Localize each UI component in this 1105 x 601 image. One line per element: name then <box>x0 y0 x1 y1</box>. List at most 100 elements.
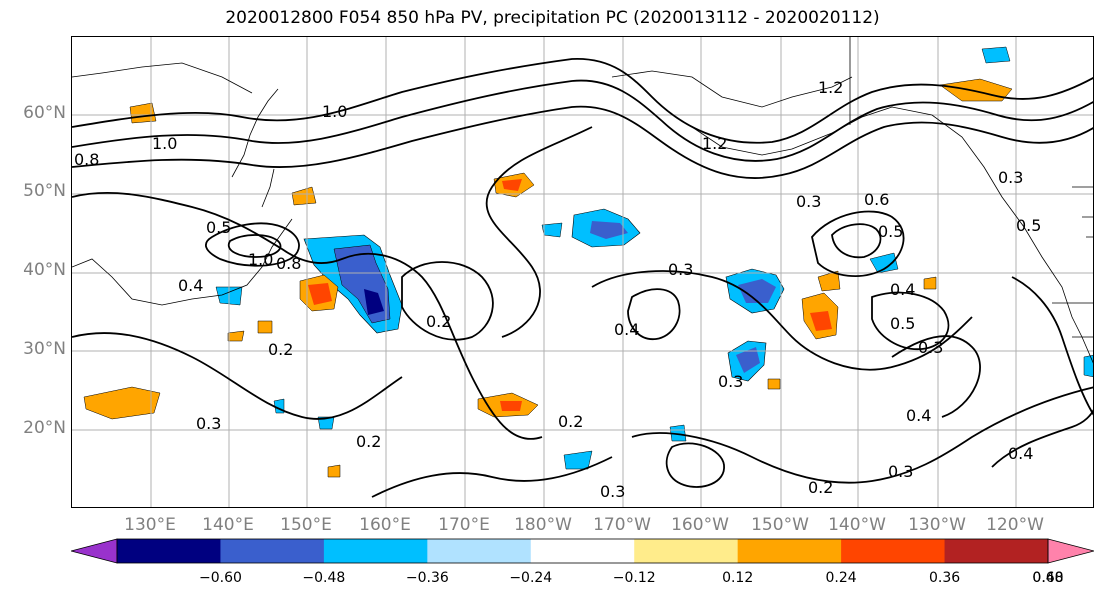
colorbar-extension-low <box>71 538 118 564</box>
colorbar-tick-label: 0.60 <box>1032 570 1064 586</box>
lat-label-30n: 30°N <box>23 339 66 359</box>
lon-label-130w: 130°W <box>908 515 966 535</box>
precip-positive-area <box>500 401 522 411</box>
precip-negative-area <box>541 222 563 238</box>
contour-label: 1.0 <box>248 250 273 269</box>
contour-label: 0.3 <box>600 482 625 501</box>
contour-label: 0.3 <box>668 260 693 279</box>
lat-label-50n: 50°N <box>23 181 66 201</box>
contour-label: 1.0 <box>322 102 347 121</box>
coastlines <box>72 37 1093 364</box>
precip-positive-area <box>308 283 332 305</box>
precip-positive-area <box>83 386 161 420</box>
contour-labels: 0.8 1.0 1.0 0.5 1.0 0.8 0.4 0.2 0.3 0.2 … <box>74 78 1041 501</box>
colorbar-frame <box>116 538 1049 564</box>
lon-label-160e: 160°E <box>359 515 411 535</box>
lon-label-140e: 140°E <box>202 515 254 535</box>
contour-label: 0.2 <box>808 478 833 497</box>
precip-negative-area <box>738 279 776 303</box>
contour-label: 1.2 <box>702 134 727 153</box>
colorbar-segment <box>841 539 946 563</box>
precip-positive-area <box>291 186 317 206</box>
lon-label-140w: 140°W <box>828 515 886 535</box>
colorbar-tick-label: 0.24 <box>825 570 857 586</box>
precip-negative-area <box>563 450 593 470</box>
lon-label-150w: 150°W <box>751 515 809 535</box>
contour-label: 0.8 <box>276 254 301 273</box>
contour-label: 0.5 <box>206 218 231 237</box>
contour-label: 0.3 <box>998 168 1023 187</box>
contour-label: 0.6 <box>864 190 889 209</box>
colorbar-segment <box>117 539 221 563</box>
contour-label: 0.3 <box>796 192 821 211</box>
precip-negative-area <box>669 424 687 442</box>
precip-positive-area <box>327 464 341 478</box>
colorbar-tick-label: −0.36 <box>405 570 449 586</box>
map-canvas: 0.8 1.0 1.0 0.5 1.0 0.8 0.4 0.2 0.3 0.2 … <box>72 37 1093 507</box>
contour-label: 0.2 <box>268 340 293 359</box>
lat-label-20n: 20°N <box>23 418 66 438</box>
map-title: 2020012800 F054 850 hPa PV, precipitatio… <box>225 8 880 28</box>
precip-negative-area <box>981 46 1011 64</box>
contour-label: 0.4 <box>890 280 915 299</box>
precip-negative-area <box>317 416 335 430</box>
colorbar-segment <box>427 539 532 563</box>
precip-positive-area <box>227 330 245 342</box>
contour-label: 1.0 <box>152 134 177 153</box>
precip-positive-area <box>923 276 937 290</box>
contour-label: 0.4 <box>906 406 931 425</box>
lon-label-170w: 170°W <box>593 515 651 535</box>
contour-label: 0.5 <box>890 314 915 333</box>
map-panel[interactable]: 0.8 1.0 1.0 0.5 1.0 0.8 0.4 0.2 0.3 0.2 … <box>71 36 1094 508</box>
contour-label: 0.4 <box>614 320 639 339</box>
graticule <box>72 37 1093 507</box>
contour-label: 0.2 <box>356 432 381 451</box>
contour-label: 0.3 <box>196 414 221 433</box>
contour-label: 0.3 <box>718 372 743 391</box>
lon-label-170e: 170°E <box>438 515 490 535</box>
lat-label-40n: 40°N <box>23 260 66 280</box>
contour-label: 0.4 <box>1008 444 1033 463</box>
colorbar-segment <box>944 539 1049 563</box>
colorbar-tick-label: 0.12 <box>722 570 754 586</box>
contour-label: 0.5 <box>1016 216 1041 235</box>
colorbar-segment <box>737 539 842 563</box>
precip-negative-area <box>364 289 384 315</box>
contour-label: 1.2 <box>818 78 843 97</box>
contour-label: 0.2 <box>558 412 583 431</box>
colorbar-tick-label: −0.48 <box>302 570 346 586</box>
lon-label-160w: 160°W <box>671 515 729 535</box>
contour-label: 0.8 <box>74 150 99 169</box>
colorbar-segment <box>530 539 635 563</box>
colorbar-tick-label: 0.48 <box>1032 570 1064 586</box>
colorbar-extension-high <box>1047 538 1094 564</box>
colorbar-tick-label: −0.60 <box>198 570 242 586</box>
contour-label: 0.5 <box>878 222 903 241</box>
colorbar-tick-label: −0.12 <box>612 570 656 586</box>
contour-label: 0.4 <box>178 276 203 295</box>
colorbar-segment <box>634 539 739 563</box>
lon-label-120w: 120°W <box>986 515 1044 535</box>
precip-positive-area <box>767 378 781 390</box>
colorbar-tick-label: −0.24 <box>509 570 553 586</box>
colorbar-segment <box>220 539 325 563</box>
colorbar-segment <box>323 539 428 563</box>
lat-label-60n: 60°N <box>23 103 66 123</box>
lon-label-130e: 130°E <box>124 515 176 535</box>
precip-positive-area <box>129 102 157 124</box>
precip-negative-area <box>590 221 628 239</box>
contour-label: 0.3 <box>918 338 943 357</box>
precip-negative-area <box>869 252 899 274</box>
precip-positive-area <box>502 179 522 191</box>
precip-positive-area <box>810 311 832 331</box>
pv-contours <box>72 58 1093 498</box>
precip-negative-area <box>736 347 760 373</box>
lon-label-150e: 150°E <box>280 515 332 535</box>
contour-label: 0.3 <box>888 462 913 481</box>
precip-shading <box>83 46 1093 478</box>
lon-label-180w: 180°W <box>514 515 572 535</box>
colorbar <box>71 538 1094 564</box>
colorbar-tick-label: 0.36 <box>928 570 961 586</box>
contour-label: 0.2 <box>426 312 451 331</box>
precip-positive-area <box>257 320 273 334</box>
